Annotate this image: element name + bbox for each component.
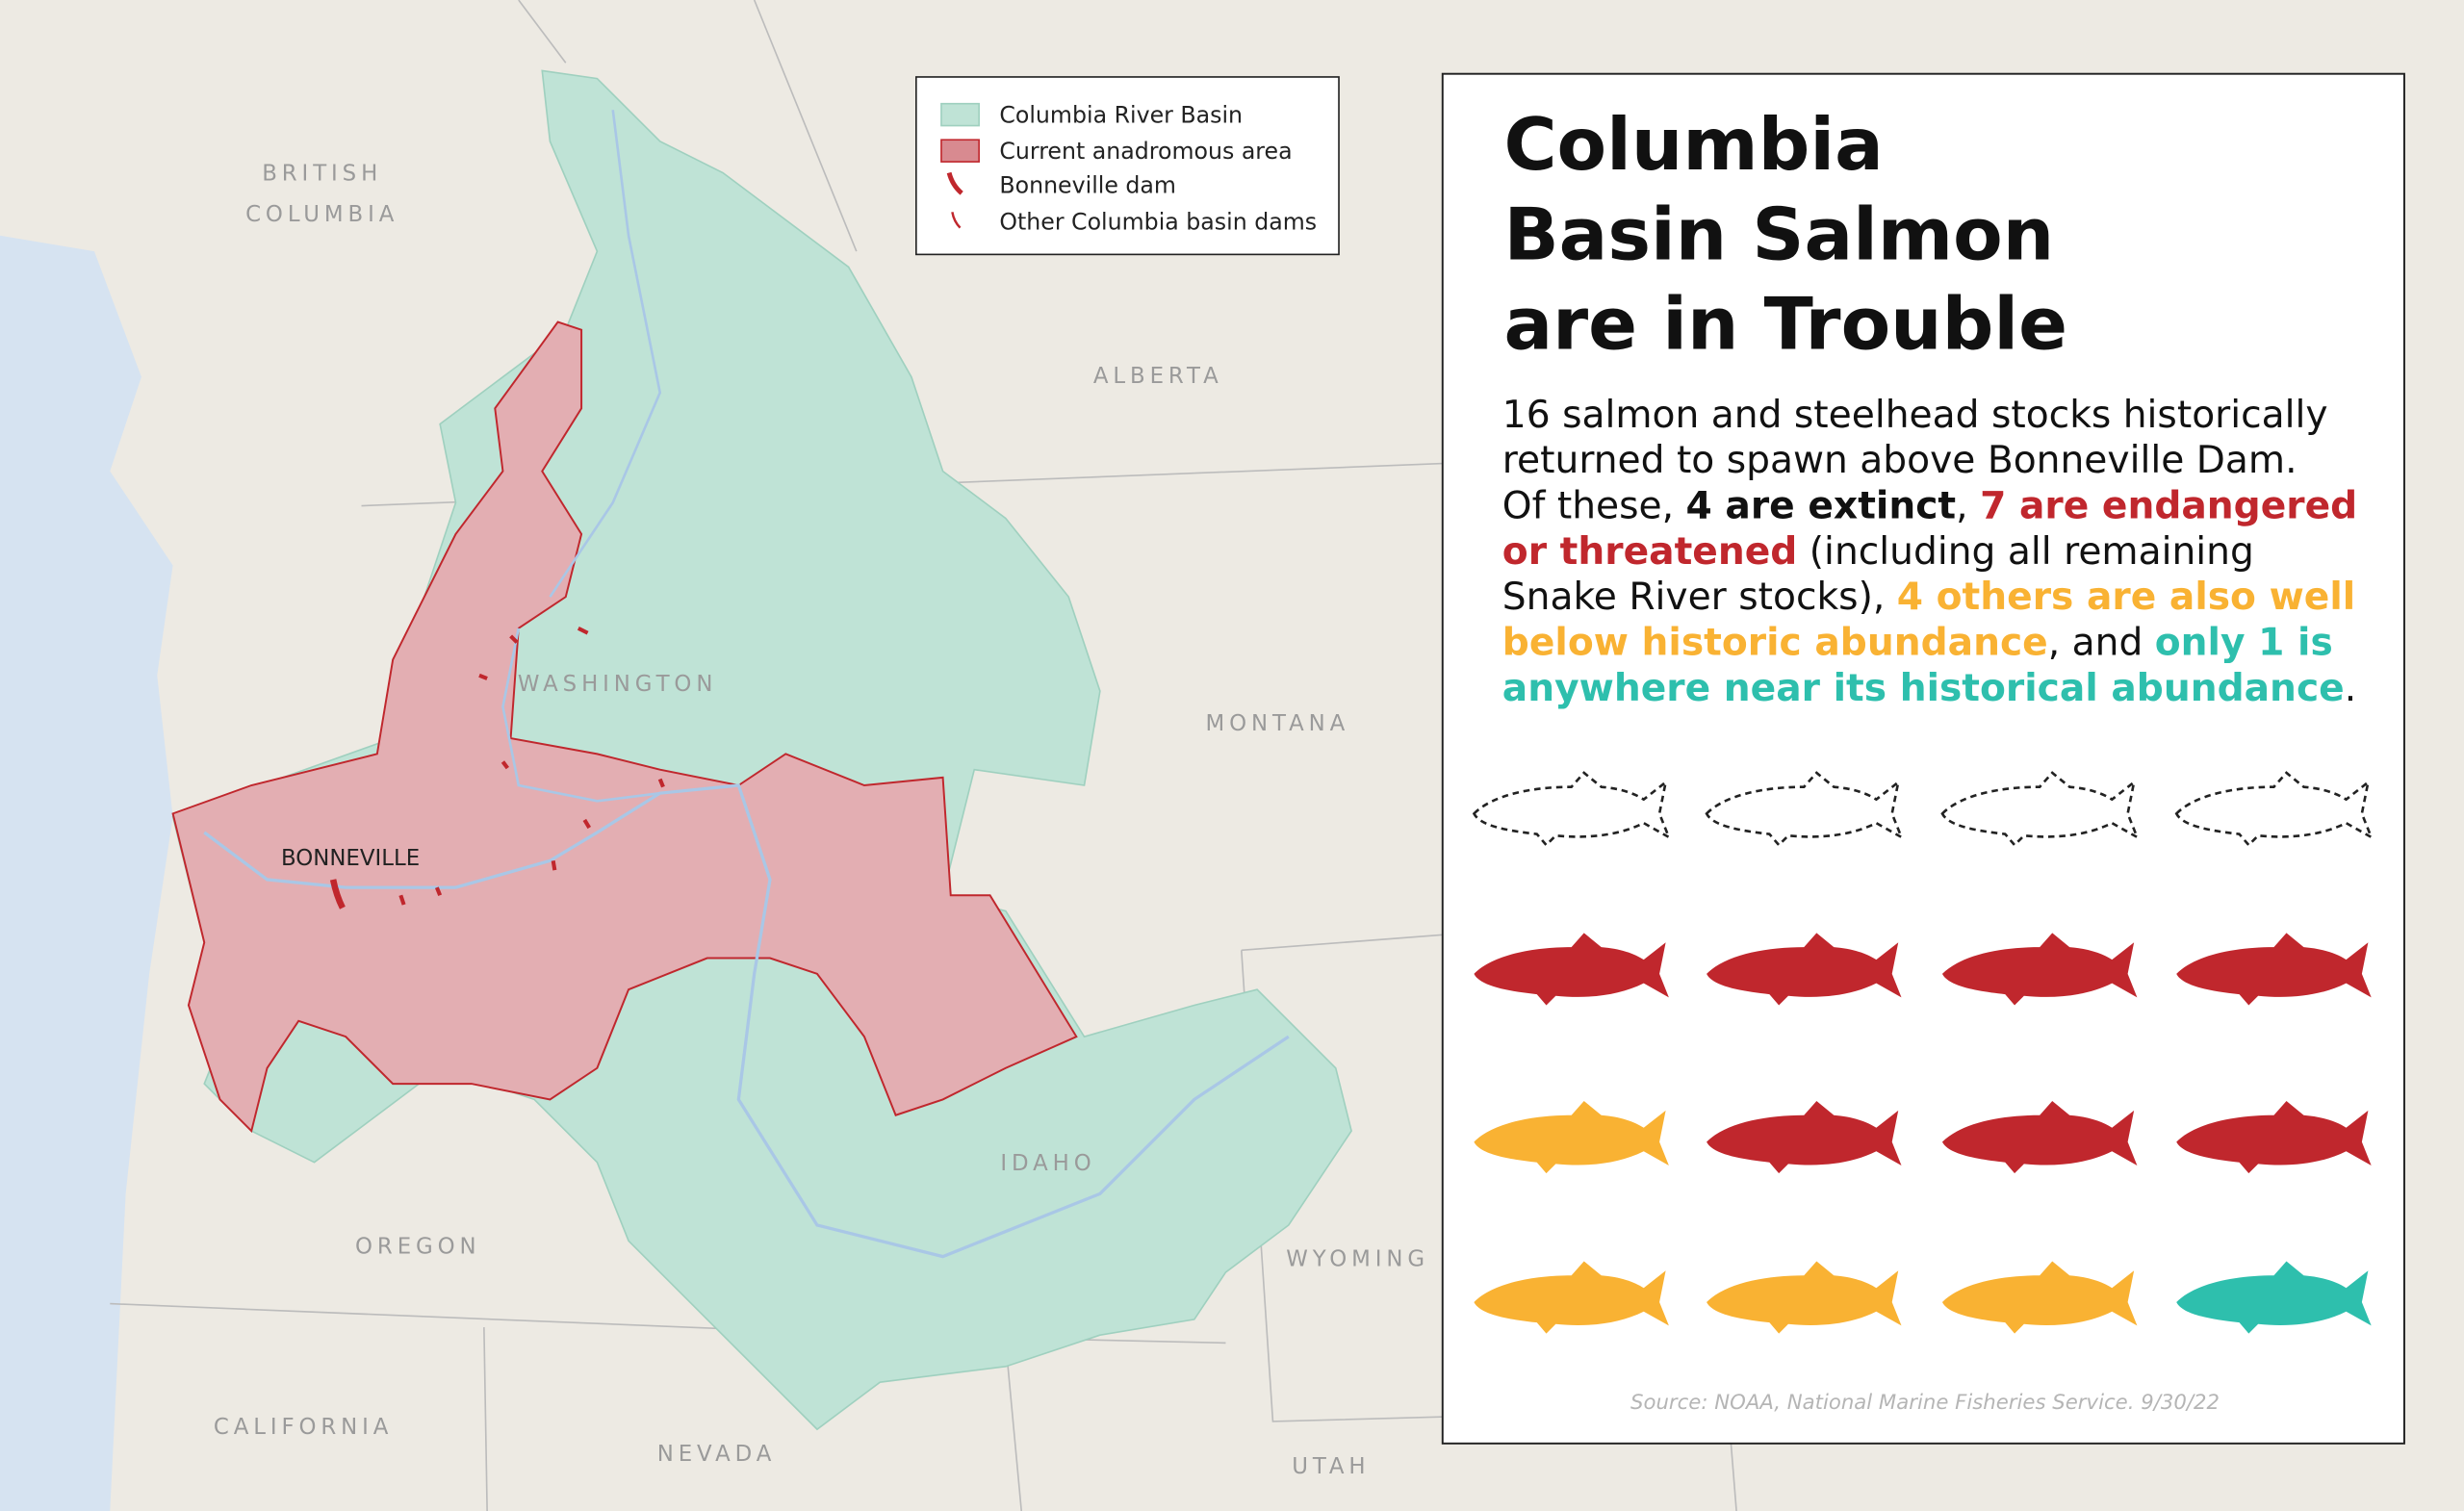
legend-swatch [946,171,963,195]
legend-entry: Current anadromous area [999,138,1292,165]
place-label: WASHINGTON [518,672,717,697]
legend-swatch [951,212,962,229]
place-label: NEVADA [657,1442,777,1467]
place-labels: BRITISH COLUMBIA ALBERTA WASHINGTON MONT… [214,162,1429,1479]
text: Of these, [1502,485,1686,528]
legend-entry: Other Columbia basin dams [999,208,1317,235]
legend-swatch [940,102,980,127]
text: 16 salmon and steelhead stocks historica… [1502,394,2328,437]
legend-entry: Bonneville dam [999,172,1176,199]
body-line: Snake River stocks), 4 others are also w… [1502,576,2355,619]
below-text: 4 others are also well [1897,576,2355,619]
near-text: only 1 is [2155,622,2333,665]
place-label: IDAHO [1000,1151,1095,1176]
legend-entry: Columbia River Basin [999,101,1243,128]
place-label: BRITISH [262,162,382,187]
extinct-text: 4 are extinct [1686,485,1957,528]
text: returned to spawn above Bonneville Dam. [1502,439,2297,482]
body-line: 16 salmon and steelhead stocks historica… [1502,394,2328,437]
info-panel: Columbia Basin Salmon are in Trouble 16 … [1441,72,2405,1445]
text: , [1956,485,1980,528]
body-line: anywhere near its historical abundance. [1502,667,2356,710]
body-line: Of these, 4 are extinct, 7 are endangere… [1502,485,2357,528]
below-text: below historic abundance [1502,622,2048,665]
legend-swatch [940,139,980,163]
anadromous-area [171,320,1078,1133]
body-line: below historic abundance, and only 1 is [1502,622,2333,665]
endangered-text: or threatened [1502,530,1798,574]
source: Source: NOAA, National Marine Fisheries … [1630,1391,2220,1415]
near-text: anywhere near its historical abundance [1502,667,2345,710]
body-line: or threatened (including all remaining [1502,530,2254,574]
legend: Columbia River Basin Current anadromous … [915,76,1340,256]
text: , and [2048,622,2155,665]
river [203,783,1290,1259]
panel-box [1441,72,2405,1445]
place-label: COLUMBIA [245,202,398,227]
place-label: MONTANA [1206,711,1350,736]
title-line: are in Trouble [1503,281,2067,366]
endangered-text: 7 are endangered [1980,485,2357,528]
body-line: returned to spawn above Bonneville Dam. [1502,439,2297,482]
legend-box [915,76,1340,256]
bonneville-dam [329,879,346,909]
place-label: UTAH [1292,1454,1370,1479]
title-line: Basin Salmon [1503,192,2054,276]
ocean [0,235,173,1511]
text: Snake River stocks), [1502,576,1897,619]
place-label: OREGON [355,1234,480,1259]
other-dams [398,626,665,906]
text: (including all remaining [1797,530,2253,574]
river [501,110,662,803]
place-label: CALIFORNIA [214,1415,394,1440]
place-label: ALBERTA [1093,364,1223,389]
text: . [2345,667,2356,710]
dam-label: BONNEVILLE [281,846,420,871]
title-line: Columbia [1503,102,1883,187]
place-label: WYOMING [1286,1246,1429,1271]
